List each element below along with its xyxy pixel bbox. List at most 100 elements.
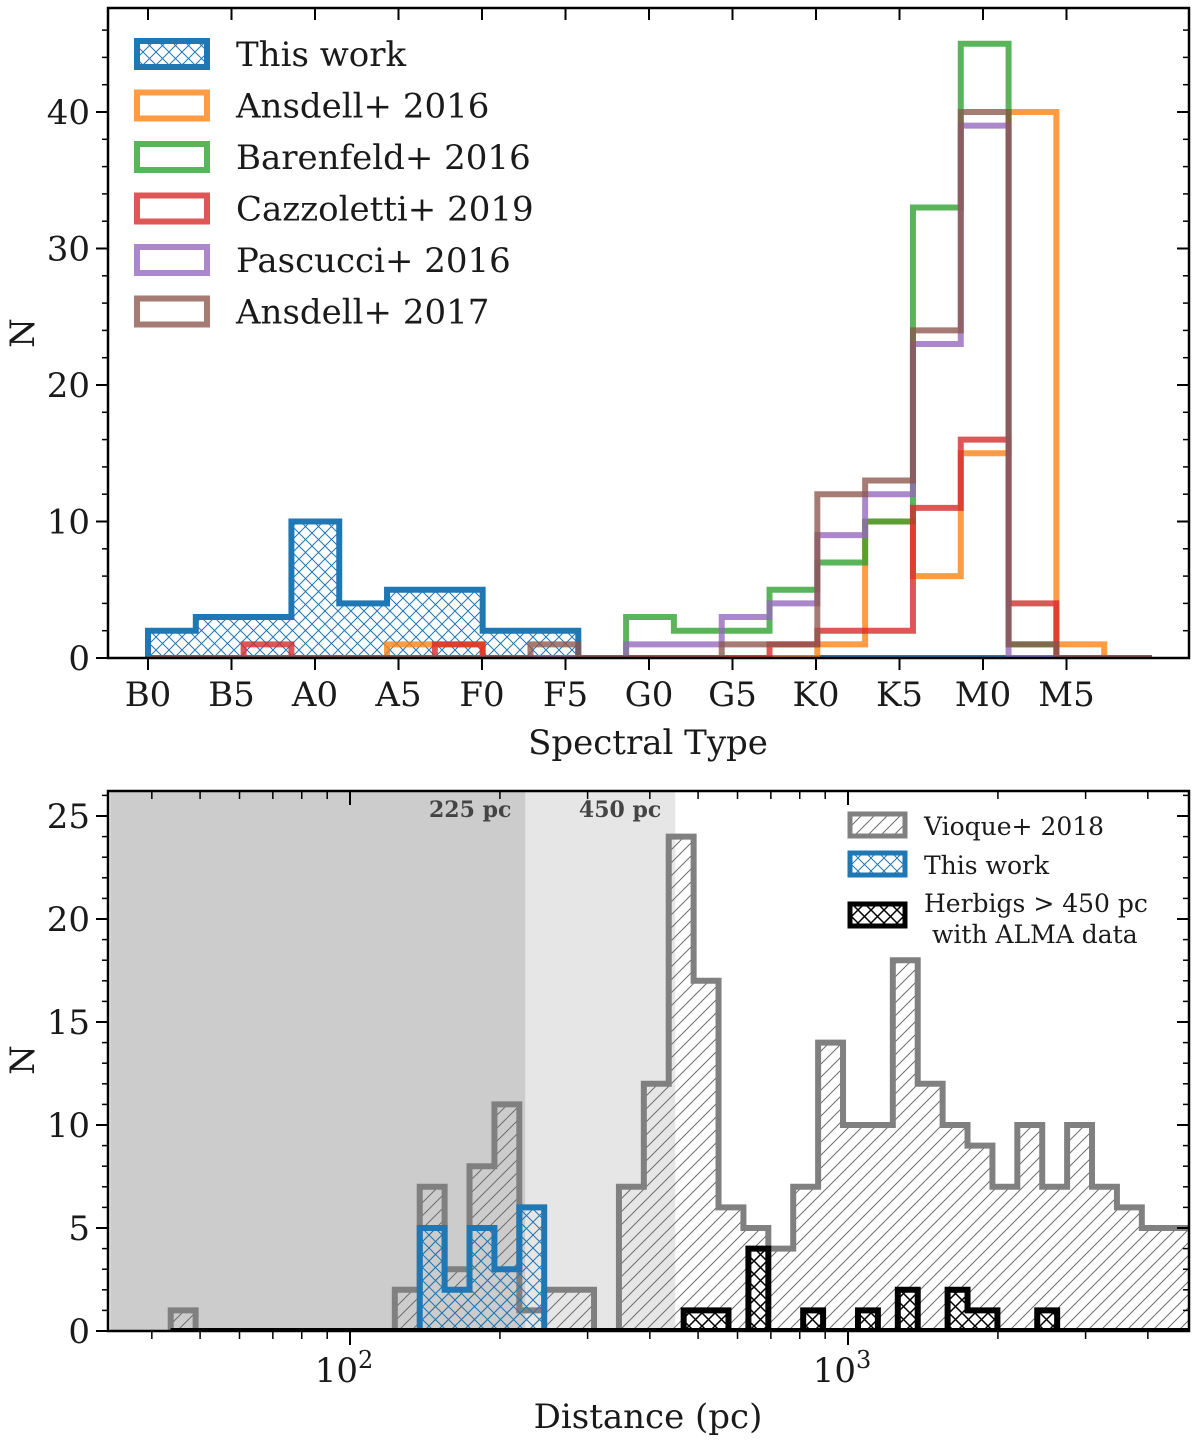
histogram-fill-herbigs-alma	[683, 1248, 1058, 1331]
legend-entry-cazzoletti-2019: Cazzoletti+ 2019	[134, 190, 534, 230]
top-y-tick-label-20: 20	[47, 366, 90, 406]
region-label-225-pc: 225 pc	[429, 797, 511, 823]
top-y-tick-label-40: 40	[47, 93, 90, 133]
legend-swatch-barenfeld-2016	[134, 141, 210, 173]
legend-label-cazzoletti-2019: Cazzoletti+ 2019	[236, 190, 534, 230]
bar-pascucci-2016-14	[817, 535, 865, 658]
bottom-y-tick-label-0: 0	[68, 1312, 90, 1352]
bottom-legend: Vioque+ 2018 This work Herbigs > 450 pc wit…	[847, 811, 1148, 949]
bottom-y-tick-label-10: 10	[47, 1106, 90, 1146]
top-x-tick-label-b5: B5	[208, 675, 255, 715]
bar-pascucci-2016-17	[961, 126, 1009, 658]
legend-label-this-work: This work	[236, 35, 407, 75]
legend-entry-this-work: This work	[134, 35, 407, 75]
bar-ansdell-2016-18	[1009, 112, 1057, 658]
legend-label-pascucci-2016: Pascucci+ 2016	[236, 241, 511, 281]
bottom-x-tick-label-1e3: 103	[813, 1346, 872, 1391]
series-this-work	[170, 1204, 1189, 1331]
bottom-y-tick-label-25: 25	[47, 797, 90, 837]
histogram-outline-cazzoletti-2019	[148, 436, 1152, 658]
top-y-tick-label-30: 30	[47, 230, 90, 270]
bar-pascucci-2016-13	[770, 603, 818, 658]
legend-swatch-cazzoletti-2019	[134, 192, 210, 225]
legend-swatch-this-work	[847, 850, 908, 878]
bar-barenfeld-2016-16	[913, 208, 961, 658]
bar-ansdell-2017-17	[961, 112, 1009, 658]
series-this-work	[145, 518, 1152, 658]
histogram-outline-this-work	[145, 518, 1152, 658]
legend-label-herbigs-450-pc-with-alma-data: Herbigs > 450 pc with ALMA data	[924, 889, 1148, 949]
top-x-tick-label-g5: G5	[708, 675, 757, 715]
legend-entry-barenfeld-2016: Barenfeld+ 2016	[134, 138, 531, 178]
top-x-tick-label-g0: G0	[625, 675, 674, 715]
bar-cazzoletti-2019-17	[961, 440, 1009, 658]
histogram-outline-barenfeld-2016	[148, 40, 1152, 658]
bar-barenfeld-2016-13	[770, 590, 818, 658]
legend-entry-ansdell-2016: Ansdell+ 2016	[134, 87, 489, 127]
top-x-tick-label-f0: F0	[459, 675, 504, 715]
legend-swatch-ansdell-2016	[134, 89, 210, 122]
histogram-outline-ansdell-2017	[148, 109, 1152, 658]
top-x-tick-label-f5: F5	[543, 675, 588, 715]
bar-barenfeld-2016-15	[865, 522, 913, 659]
legend-entry-this-work: This work	[847, 850, 1050, 880]
top-y-tick-label-10: 10	[47, 503, 90, 543]
bottom-x-axis-label: Distance (pc)	[534, 1397, 763, 1437]
top-x-tick-label-m5: M5	[1038, 675, 1094, 715]
legend-label-this-work: This work	[924, 851, 1050, 880]
legend-swatch-herbigs-450-pc-with-alma-data	[847, 901, 908, 929]
histogram-fill-this-work	[170, 1207, 1189, 1331]
legend-label-ansdell-2016: Ansdell+ 2016	[235, 87, 489, 127]
top-x-tick-label-a5: A5	[374, 675, 421, 715]
bar-cazzoletti-2019-16	[913, 508, 961, 658]
top-x-tick-label-a0: A0	[291, 675, 338, 715]
bottom-x-tick-label-1e2: 102	[315, 1346, 374, 1391]
series-herbigs-alma	[680, 1245, 1061, 1331]
bar-cazzoletti-2019-15	[865, 631, 913, 658]
top-y-tick-label-0: 0	[68, 639, 90, 679]
top-x-tick-label-k5: K5	[876, 675, 923, 715]
series-cazzoletti-2019	[148, 436, 1152, 658]
bottom-axes-frame	[106, 789, 1191, 1333]
legend-entry-pascucci-2016: Pascucci+ 2016	[134, 241, 511, 281]
bar-barenfeld-2016-10	[626, 617, 674, 658]
series-ansdell-2017	[148, 109, 1152, 658]
spectral-type-histogram: 0 10 20 30 40 B0 B5 A0 A5 F0 F5 G0 G5 K0 K5 M0 M5 N Spe…	[3, 6, 1191, 763]
bar-vioque-2018-41	[1192, 1187, 1200, 1331]
distance-histogram: 225 pc 450 pc 0 5 10 15 20 25 102 103 N Distanc…	[3, 789, 1200, 1437]
legend-entry-vioque-2018: Vioque+ 2018	[847, 811, 1104, 841]
series-pascucci-2016	[148, 122, 1152, 658]
legend-entry-ansdell-2017: Ansdell+ 2017	[134, 293, 489, 333]
top-legend: This work Ansdell+ 2016 Barenfeld+ 2016 Caz…	[134, 35, 534, 333]
bar-barenfeld-2016-17	[961, 44, 1009, 658]
top-x-tick-label-b0: B0	[125, 675, 172, 715]
top-x-axis-label: Spectral Type	[528, 723, 768, 763]
legend-swatch-vioque-2018	[847, 811, 908, 839]
series-barenfeld-2016	[148, 40, 1152, 659]
top-x-tick-label-m0: M0	[955, 675, 1011, 715]
shaded-region-225-pc	[110, 791, 526, 1331]
bar-ansdell-2017-16	[913, 330, 961, 658]
histogram-outline-herbigs-alma	[680, 1245, 1061, 1331]
legend-swatch-ansdell-2017	[134, 295, 210, 328]
histogram-fill-vioque-2018	[170, 836, 1189, 1331]
top-x-tick-label-k0: K0	[792, 675, 839, 715]
bar-ansdell-2016-16	[913, 576, 961, 658]
legend-swatch-pascucci-2016	[134, 244, 210, 276]
histogram-fill-this-work	[148, 521, 1152, 658]
legend-swatch-this-work	[134, 38, 210, 70]
legend-label-ansdell-2017: Ansdell+ 2017	[235, 293, 489, 333]
bar-cazzoletti-2019-18	[1009, 603, 1057, 658]
bottom-y-tick-label-5: 5	[68, 1209, 90, 1249]
legend-label-barenfeld-2016: Barenfeld+ 2016	[236, 138, 531, 178]
bottom-y-axis-label: N	[3, 1045, 43, 1075]
bottom-y-tick-label-20: 20	[47, 900, 90, 940]
bar-ansdell-2016-15	[865, 522, 913, 659]
top-y-axis-label: N	[3, 318, 43, 348]
legend-entry-herbigs-450-pc-with-alma-data: Herbigs > 450 pc with ALMA data	[847, 889, 1148, 949]
region-label-450-pc: 450 pc	[579, 797, 661, 823]
bottom-y-tick-label-15: 15	[47, 1003, 90, 1043]
histogram-outline-pascucci-2016	[148, 122, 1152, 658]
bar-pascucci-2016-16	[913, 344, 961, 658]
